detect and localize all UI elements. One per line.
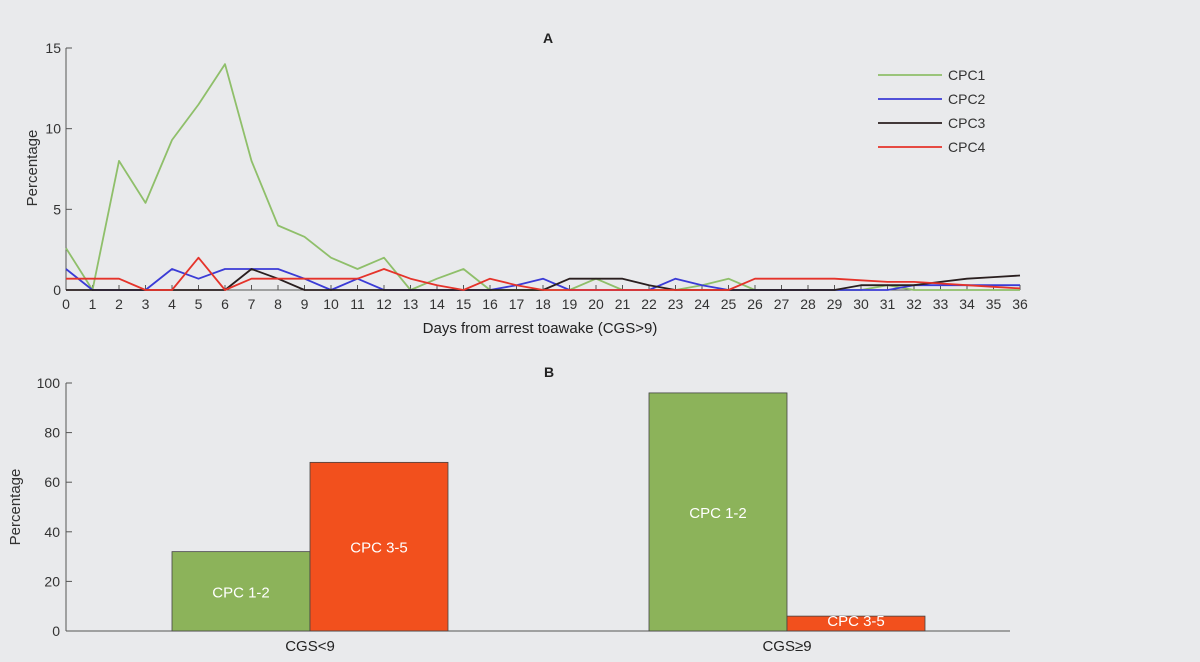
panel-b-y-axis-label: Percentage [7, 469, 24, 546]
bar-cgs9-cpc3-5 [309, 461, 449, 632]
series-line-cpc1 [65, 63, 1020, 291]
panel-a-x-tick-label: 25 [721, 296, 737, 312]
panel-a-x-tick-label: 28 [800, 296, 816, 312]
panel-b-y-tick-label: 60 [44, 474, 60, 490]
panel-b-y-tick-label: 0 [52, 623, 60, 639]
panel-a-x-tick-label: 34 [959, 296, 975, 312]
bar-cgs9-cpc1-2 [648, 392, 788, 632]
panel-a-x-tick-label: 1 [89, 296, 97, 312]
panel-a-x-tick-label: 35 [986, 296, 1002, 312]
panel-a-legend: CPC1 CPC2 CPC3 CPC4 [878, 67, 986, 155]
panel-a-x-tick-label: 31 [880, 296, 896, 312]
panel-a-x-tick-label: 10 [323, 296, 339, 312]
panel-a-x-tick-label: 19 [562, 296, 578, 312]
panel-a-x-tick-label: 2 [115, 296, 123, 312]
panel-a-x-tick-label: 14 [429, 296, 445, 312]
bar-data-label: CPC 3-5 [350, 540, 408, 557]
panel-a-x-tick-label: 20 [588, 296, 604, 312]
panel-a-y-tick-label: 5 [53, 201, 61, 217]
series-line-cpc2 [65, 268, 1020, 291]
panel-b-y-tick-label: 80 [44, 425, 60, 441]
panel-b-bars: CPC 1-2 CPC 3-5 CPC 1-2 CPC 3-5 [171, 392, 926, 632]
legend-label-cpc1: CPC1 [948, 67, 986, 83]
panel-a-x-tick-label: 7 [248, 296, 256, 312]
panel-a-y-axis-label: Percentage [24, 130, 41, 207]
bar-data-label: CPC 1-2 [212, 584, 270, 601]
panel-b-title: B [544, 364, 554, 380]
panel-a-x-tick-label: 5 [195, 296, 203, 312]
panel-a-x-tick-label: 23 [668, 296, 684, 312]
panel-a-x-tick-label: 16 [482, 296, 498, 312]
panel-a-x-tick-label: 27 [774, 296, 790, 312]
bar-data-label: CPC 1-2 [689, 505, 747, 522]
panel-a-x-tick-label: 12 [376, 296, 392, 312]
series-line-cpc4 [66, 256, 1021, 291]
panel-a-x-tick-label: 24 [694, 296, 710, 312]
panel-b-category-label: CGS≥9 [762, 638, 811, 655]
panel-a-x-tick-label: 33 [933, 296, 949, 312]
panel-a-y-tick-label: 0 [53, 282, 61, 298]
panel-a-x-tick-label: 11 [350, 296, 365, 312]
panel-a-title: A [543, 30, 553, 46]
panel-a-x-tick-label: 13 [403, 296, 419, 312]
panel-b-y-tick-label: 40 [44, 524, 60, 540]
panel-a-x-tick-label: 26 [747, 296, 763, 312]
panel-a-series-lines [65, 63, 1021, 291]
panel-a-x-tick-label: 21 [615, 296, 631, 312]
panel-a-x-tick-label: 36 [1012, 296, 1028, 312]
bar-data-label: CPC 3-5 [827, 613, 885, 630]
panel-a-x-tick-label: 6 [221, 296, 229, 312]
panel-a-x-tick-label: 3 [142, 296, 150, 312]
panel-a-x-tick-label: 8 [274, 296, 282, 312]
bar-cgs9-cpc3-5 [786, 615, 926, 632]
panel-b-y-tick-label: 100 [37, 375, 61, 391]
bar-cgs9-cpc1-2 [171, 551, 311, 632]
panel-a-x-tick-label: 4 [168, 296, 176, 312]
panel-b-category-label: CGS<9 [285, 638, 335, 655]
panel-a-x-tick-label: 0 [62, 296, 70, 312]
panel-a-x-axis-label: Days from arrest toawake (CGS>9) [423, 320, 658, 337]
panel-b-y-tick-label: 20 [44, 573, 60, 589]
legend-label-cpc3: CPC3 [948, 115, 986, 131]
panel-a-x-tick-label: 17 [509, 296, 525, 312]
panel-a-x-tick-label: 18 [535, 296, 551, 312]
panel-a-x-tick-label: 22 [641, 296, 657, 312]
legend-label-cpc4: CPC4 [948, 139, 986, 155]
panel-a-y-tick-label: 10 [45, 121, 61, 137]
panel-a-x-tick-label: 32 [906, 296, 922, 312]
legend-label-cpc2: CPC2 [948, 91, 986, 107]
panel-a-x-tick-label: 9 [301, 296, 309, 312]
panel-a-x-tick-label: 29 [827, 296, 843, 312]
panel-a-x-tick-label: 15 [456, 296, 472, 312]
panel-a-y-tick-label: 15 [45, 40, 61, 56]
panel-a-x-tick-label: 30 [853, 296, 869, 312]
